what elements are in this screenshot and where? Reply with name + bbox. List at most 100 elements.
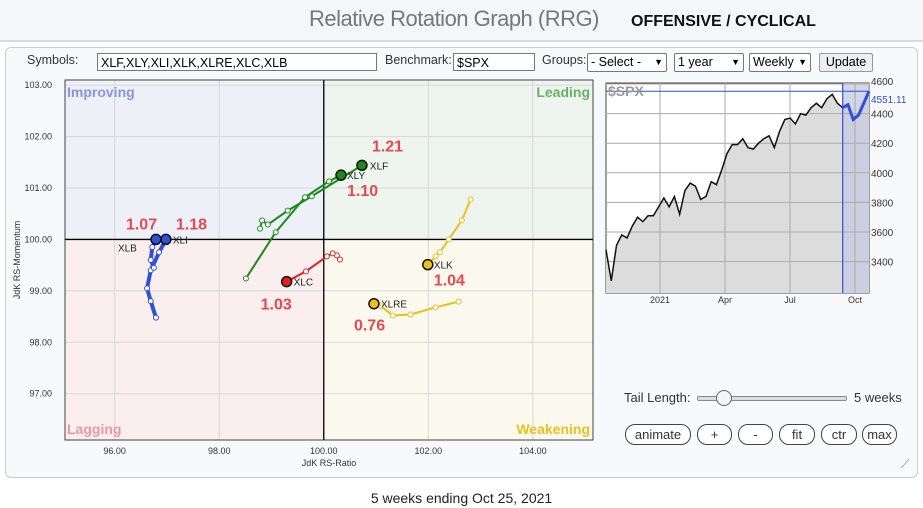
- benchmark-label: $SPX: [608, 83, 644, 99]
- benchmark-line: [605, 93, 844, 281]
- tail-point: [389, 312, 396, 319]
- quadrant-label-lagging: Lagging: [67, 421, 121, 437]
- tail-length-value: 5 weeks: [854, 390, 902, 405]
- chevron-down-icon: ▼: [798, 57, 807, 67]
- symbol-label: XLI: [173, 235, 188, 246]
- groups-value: - Select -: [591, 55, 642, 69]
- quadrant-leading: [323, 80, 593, 240]
- tail-point: [272, 229, 279, 236]
- fit-button[interactable]: fit: [779, 424, 815, 445]
- series-xlf: XLF 1.21: [256, 138, 403, 232]
- tail-point: [326, 178, 332, 185]
- y-tick-label: 100.00: [24, 234, 52, 244]
- x-tick-label: 102.00: [415, 446, 443, 456]
- value-label: 1.10: [347, 183, 378, 200]
- interval-value: Weekly: [753, 55, 794, 69]
- last-value-label: 4551.11: [871, 95, 907, 106]
- head-point[interactable]: [335, 169, 347, 181]
- value-label: 1.04: [434, 273, 465, 290]
- period-select[interactable]: 1 year ▼: [674, 53, 744, 72]
- head-point[interactable]: [368, 297, 380, 310]
- groups-label: Groups:: [542, 53, 587, 67]
- quadrant-label-improving: Improving: [67, 84, 135, 100]
- max-button[interactable]: max: [862, 424, 897, 445]
- tail-point: [284, 207, 291, 214]
- y-tick-label: 101.00: [24, 183, 52, 193]
- x-tick-label: 96.00: [103, 446, 126, 456]
- y-tick-label: 4600: [871, 77, 894, 88]
- plot-border: [64, 79, 594, 441]
- y-tick-label: 97.00: [29, 389, 52, 399]
- y-tick-label: 102.00: [24, 132, 52, 142]
- symbol-label: XLB: [118, 243, 137, 254]
- tail-point: [264, 221, 271, 228]
- quadrant-improving: [65, 80, 324, 240]
- quadrant-label-leading: Leading: [536, 84, 590, 100]
- tail-point: [407, 311, 414, 318]
- benchmark-input[interactable]: $SPX: [453, 53, 535, 71]
- update-button[interactable]: Update: [819, 53, 873, 72]
- tail-point: [302, 268, 309, 275]
- footer-caption: 5 weeks ending Oct 25, 2021: [370, 490, 553, 506]
- y-axis-label: JdK RS-Momentum: [12, 221, 22, 300]
- tail-point: [147, 257, 154, 263]
- tail-point: [152, 314, 159, 321]
- tail-point: [432, 253, 439, 260]
- groups-select[interactable]: - Select - ▼: [587, 53, 667, 72]
- symbol-label: XLC: [294, 278, 313, 289]
- animate-button[interactable]: animate: [625, 424, 691, 445]
- head-point[interactable]: [422, 258, 434, 271]
- tail-point: [256, 225, 263, 232]
- tail-length-label: Tail Length:: [624, 390, 691, 405]
- tail-point: [149, 244, 156, 251]
- interval-select[interactable]: Weekly ▼: [749, 53, 811, 72]
- tail-point: [147, 298, 154, 305]
- y-tick-label: 103.00: [24, 80, 52, 90]
- tail-point: [336, 256, 343, 263]
- symbols-input[interactable]: XLF,XLY,XLI,XLK,XLRE,XLC,XLB: [97, 53, 377, 71]
- series-xlre: XLRE 0.76: [354, 297, 462, 335]
- symbol-label: XLF: [370, 161, 388, 172]
- tail-point: [455, 298, 462, 305]
- benchmark-area: [606, 91, 869, 293]
- head-point[interactable]: [150, 233, 162, 246]
- y-tick-label: 3400: [871, 258, 894, 269]
- y-tick-label: 99.00: [29, 286, 52, 296]
- symbols-label: Symbols:: [27, 53, 79, 67]
- x-tick-label: Oct: [848, 295, 863, 305]
- tail-point: [242, 275, 249, 282]
- y-tick-label: 98.00: [29, 337, 52, 347]
- x-tick-label: Jul: [784, 295, 796, 305]
- resize-handle-icon[interactable]: ⟋: [901, 457, 910, 471]
- tail-point: [458, 217, 465, 224]
- tail-point: [156, 249, 163, 256]
- zoom-out-button[interactable]: -: [738, 424, 773, 445]
- value-label: 1.07: [126, 216, 157, 233]
- zoom-in-button[interactable]: +: [697, 424, 732, 445]
- tail-point: [445, 236, 452, 243]
- x-tick-label: Apr: [718, 295, 732, 305]
- center-button[interactable]: ctr: [821, 424, 857, 445]
- symbol-label: XLY: [347, 171, 365, 182]
- head-point[interactable]: [356, 159, 368, 172]
- x-tick-label: 104.00: [519, 446, 547, 456]
- header: Relative Rotation Graph (RRG) OFFENSIVE …: [0, 0, 923, 42]
- quadrant-weakening: [323, 239, 593, 440]
- series-xlb: XLB 1.07: [118, 216, 162, 271]
- slider-handle[interactable]: [715, 390, 732, 406]
- head-point[interactable]: [280, 275, 293, 288]
- tail-point: [432, 304, 439, 311]
- x-axis-label: JdK RS-Ratio: [302, 458, 357, 468]
- quadrant-lagging: [65, 239, 324, 440]
- head-point[interactable]: [160, 233, 172, 246]
- value-label: 1.03: [261, 297, 292, 314]
- tail-point: [467, 196, 474, 203]
- x-tick-label: 98.00: [208, 446, 231, 456]
- x-tick-label: 100.00: [310, 446, 338, 456]
- tail-length-slider[interactable]: [697, 390, 847, 406]
- tail-point: [436, 249, 443, 256]
